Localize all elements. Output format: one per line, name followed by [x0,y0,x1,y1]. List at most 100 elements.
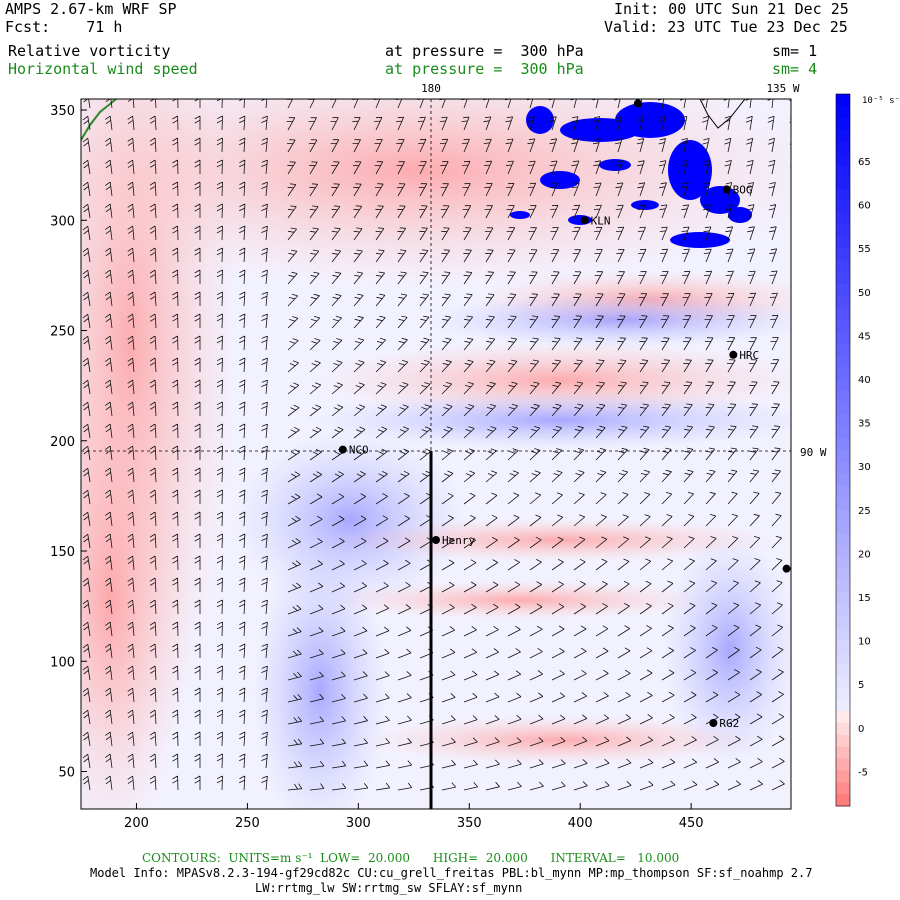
x-tick-label: 350 [457,816,482,831]
y-tick-label: 100 [50,655,75,670]
station-label: BOG [733,183,753,196]
colorbar-swatch [836,212,850,226]
station-label: KLN [591,214,611,227]
station-marker [782,564,791,573]
field1-smoothing: sm= 1 [772,42,818,60]
colorbar-swatch [836,521,850,534]
colorbar-swatch [836,200,850,214]
colorbar-swatch [836,497,850,510]
colorbar-swatch [836,580,850,593]
station-label: HRC [739,349,759,362]
colorbar-tick-label: 10 [858,637,871,648]
colorbar-tick-label: -5 [858,767,868,778]
init-time: Init: 00 UTC Sun 21 Dec 25 [614,0,849,18]
forecast-hour: Fcst: 71 h [5,18,123,36]
colorbar-swatch [836,177,850,190]
colorbar-swatch [836,568,850,582]
y-tick-label: 50 [58,766,75,781]
colorbar-swatch [836,438,850,451]
colorbar-swatch [836,283,850,297]
colorbar-swatch [836,94,850,107]
colorbar-tick-label: 50 [858,288,871,299]
colorbar-swatch [836,473,850,487]
colorbar-swatch [836,260,850,273]
axis-ticks: 200 250 300 350 400 450 50 100 150 200 250 300 350 [50,104,703,831]
colorbar-swatch [836,616,850,629]
model-info-physics: LW:rrtmg_lw SW:rrtmg_sw SFLAY:sf_mynn [255,881,523,895]
colorbar-swatch [836,426,850,439]
colorbar-swatch [836,734,850,748]
station-marker [580,216,589,225]
colorbar-swatch [836,224,850,237]
colorbar-tick-label: 25 [858,506,871,517]
colorbar-tick-label: 0 [858,724,864,735]
station-marker [709,719,718,728]
colorbar-tick-label: 40 [858,375,871,386]
colorbar-tick-label: 60 [858,201,871,212]
x-tick-label: 250 [235,816,260,831]
field1-label: Relative vorticity [8,42,171,60]
station-marker [722,185,731,194]
colorbar-swatch [836,331,850,344]
colorbar-swatch [836,675,850,688]
colorbar-swatch [836,770,850,783]
colorbar-tick-label: 35 [858,419,871,430]
colorbar-swatch [836,485,850,498]
y-tick-label: 150 [50,545,75,560]
colorbar-swatch [836,533,850,546]
station-label: RG2 [719,717,739,730]
wind-barb-field [82,99,791,791]
colorbar-swatch [836,711,850,724]
station-marker [338,445,347,454]
colorbar-swatch [836,355,850,368]
station-marker [633,99,642,108]
colorbar-tick-label: 20 [858,549,871,560]
colorbar-swatch [836,390,850,404]
contours-info: CONTOURS: UNITS=m s⁻¹ LOW= 20.000 HIGH= … [142,851,680,865]
meridian-180-label: 180 [421,82,441,95]
colorbar-swatch [836,153,850,166]
colorbar-swatch [836,722,850,736]
colorbar-swatch [836,117,850,131]
colorbar-swatch [836,544,850,558]
colorbar-swatch [836,628,850,641]
model-info: Model Info: MPASv8.2.3-194-gf29cd82c CU:… [90,866,813,880]
field2-level: at pressure = 300 hPa [385,60,584,78]
meridian-90w-label: 90 W [800,446,827,459]
colorbar-tick-label: 5 [858,680,864,691]
station-marker [432,535,440,544]
meridian-135w-label: 135 W [766,82,799,95]
colorbar-frame [835,93,851,807]
colorbar-swatch [836,141,850,154]
colorbar-swatch [836,188,850,202]
colorbar-tick-label: 55 [858,244,871,255]
colorbar-swatch [836,782,850,795]
colorbar-unit: 10⁻⁵ s⁻¹ [862,96,900,106]
colorbar-swatch [836,687,850,700]
colorbar-swatch [836,165,850,178]
colorbar-tick-label: 65 [858,157,871,168]
colorbar-swatch [836,758,850,771]
x-tick-label: 300 [346,816,371,831]
vorticity-field [81,99,791,809]
colorbar-tick-label: 45 [858,331,871,342]
station-label: NCO [349,444,369,457]
colorbar-swatch [836,746,850,760]
colorbar-tick-label: 30 [858,462,871,473]
station-label: Henry [442,534,475,547]
map-frame [80,98,792,810]
colorbar-swatch [836,366,850,380]
colorbar-swatch [836,604,850,617]
y-tick-label: 350 [50,104,75,119]
colorbar-swatch [836,295,850,309]
colorbar-swatch [836,129,850,142]
colorbar-swatch [836,461,850,475]
colorbar-swatch [836,651,850,665]
field2-smoothing: sm= 4 [772,60,818,78]
colorbar-swatch [836,639,850,653]
field2-label: Horizontal wind speed [8,60,198,78]
colorbar-swatch [836,509,850,522]
wind-barbs [82,99,791,791]
